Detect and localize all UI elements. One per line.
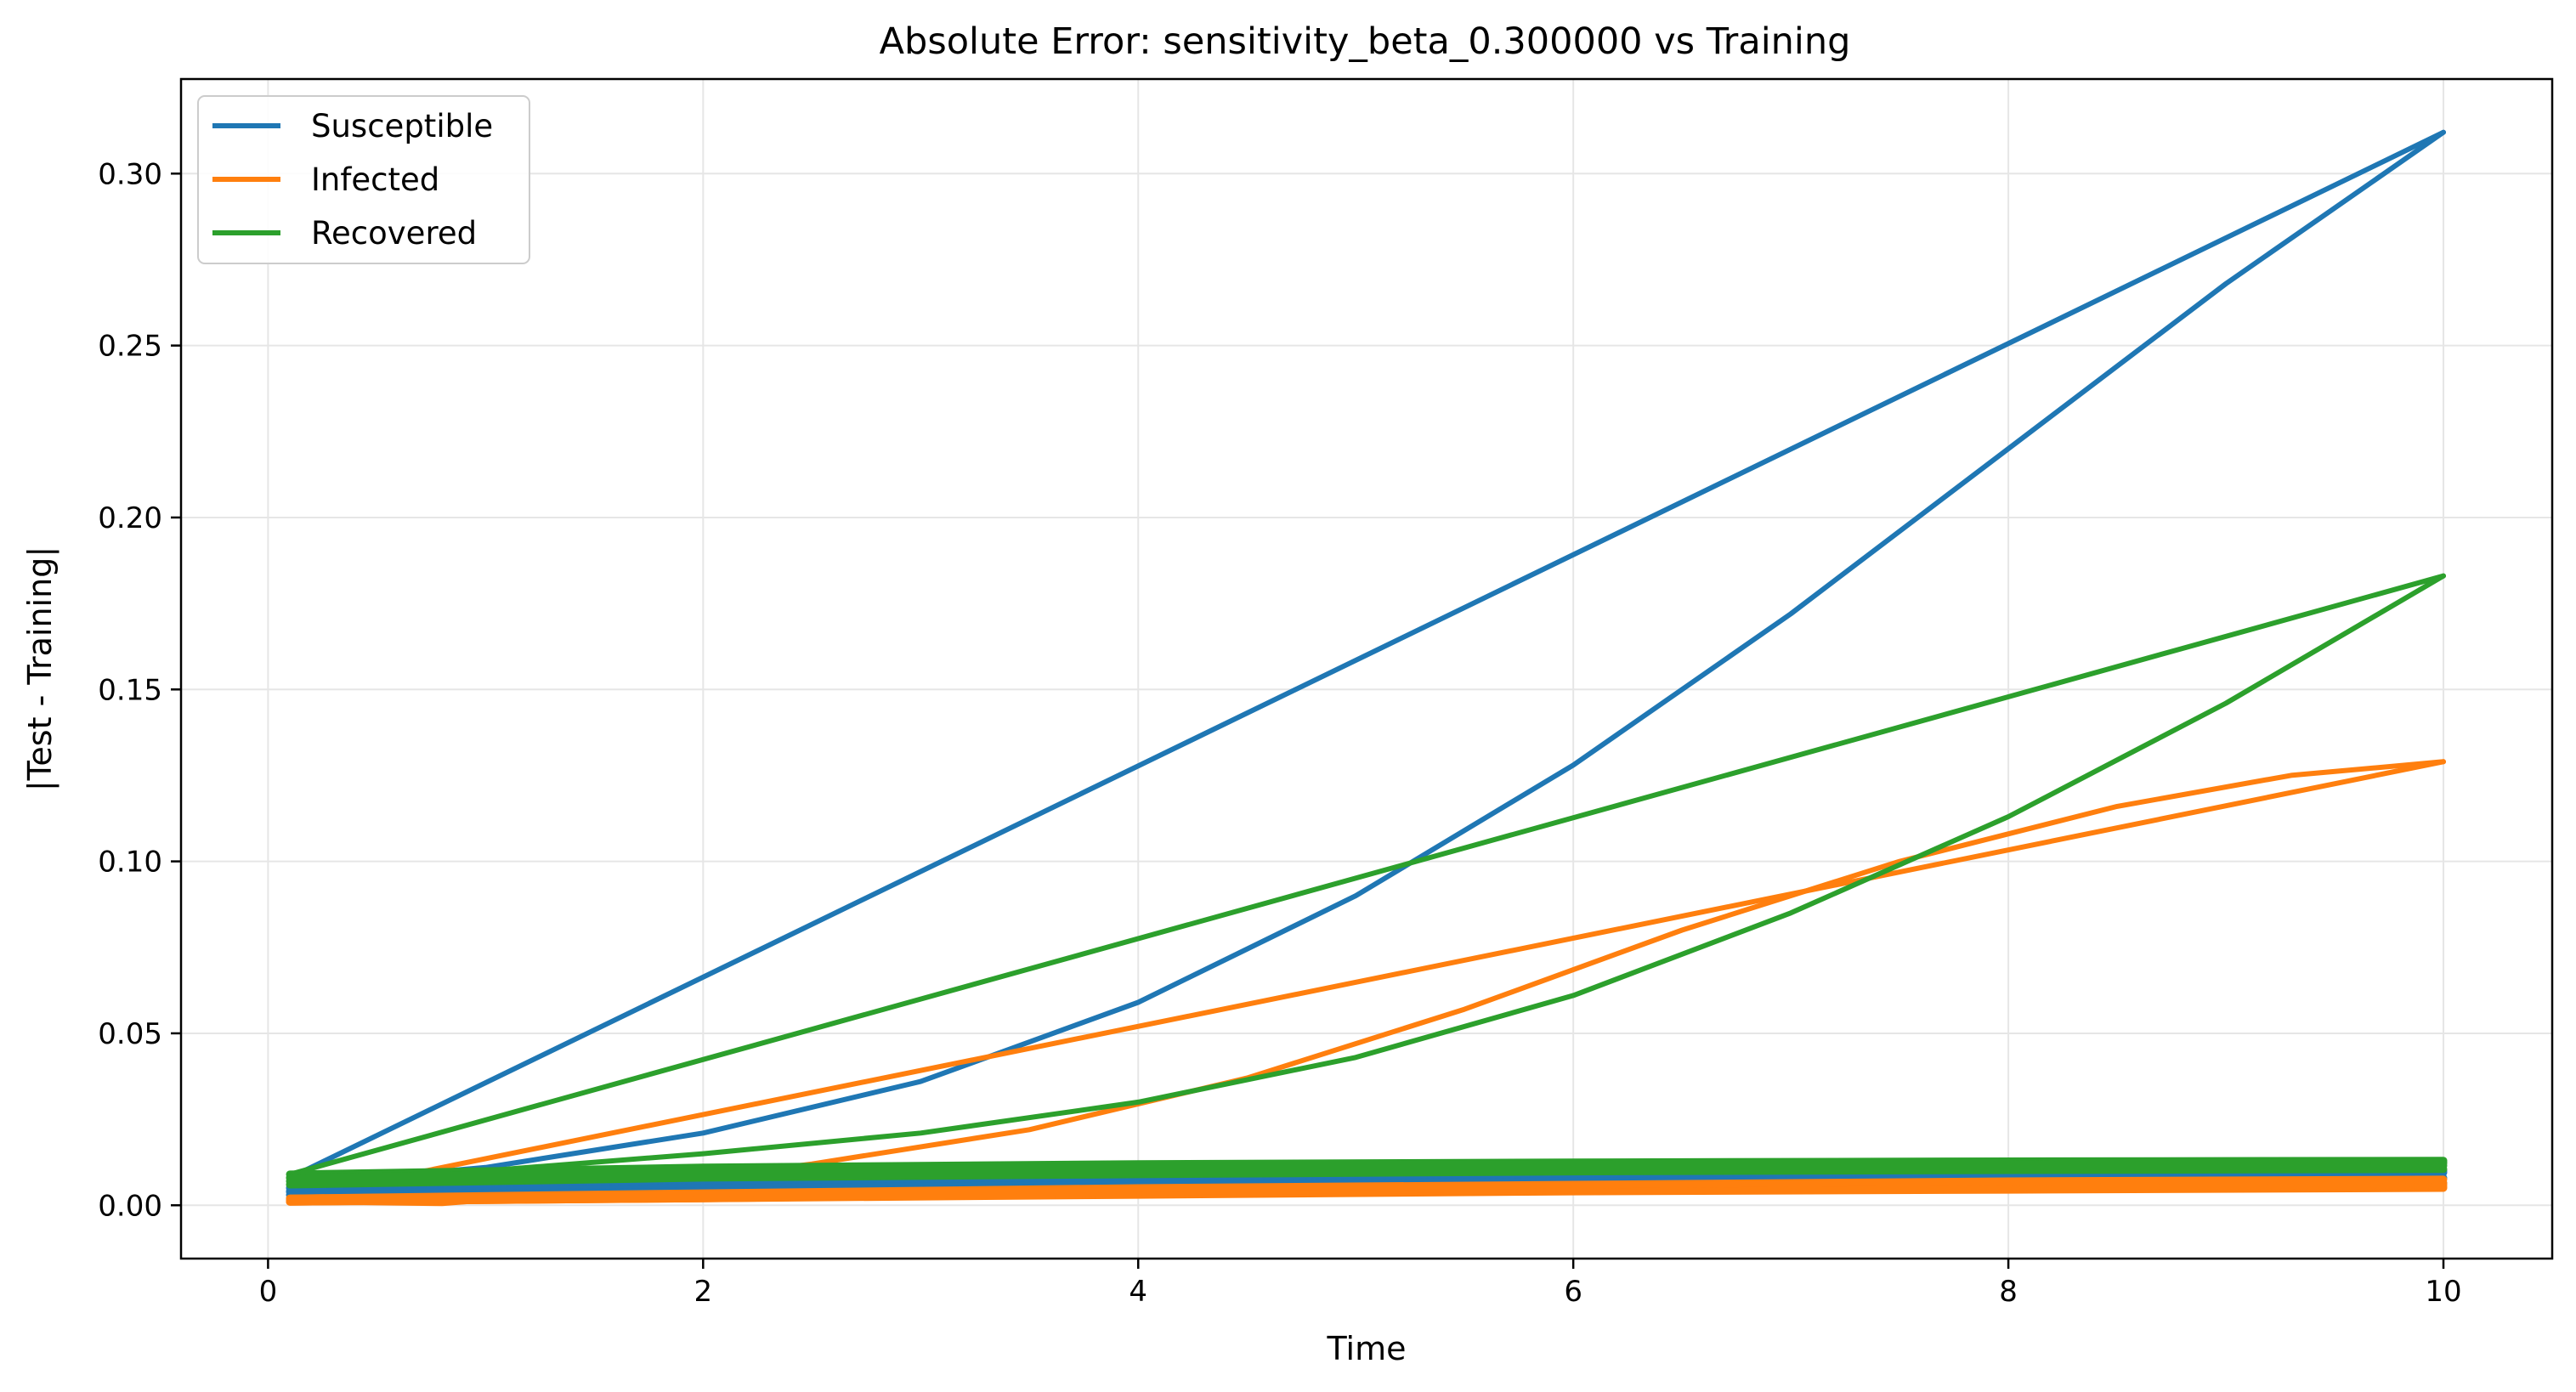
y-tick-label: 0.10 <box>98 846 162 880</box>
x-axis-label: Time <box>1327 1330 1407 1367</box>
series-line-susceptible <box>287 129 2446 1187</box>
y-tick-label: 0.30 <box>98 157 162 191</box>
series-line-recovered <box>286 1165 2448 1189</box>
x-tick-label: 4 <box>1129 1275 1147 1309</box>
x-axis: 0 2 4 6 8 10 <box>259 1259 2462 1309</box>
y-tick-label: 0.15 <box>98 673 162 707</box>
grid <box>181 79 2552 1259</box>
legend-box <box>197 95 530 264</box>
x-tick-label: 6 <box>1564 1275 1582 1309</box>
series-line-infected <box>287 759 2446 1202</box>
y-tick-label: 0.25 <box>98 330 162 364</box>
y-tick-label: 0.20 <box>98 501 162 535</box>
series-line-infected <box>286 1175 2448 1202</box>
plot-frame <box>179 77 2554 1260</box>
plot-lines <box>286 129 2448 1207</box>
chart-title: Absolute Error: sensitivity_beta_0.30000… <box>880 20 1851 63</box>
series-line-recovered <box>287 573 2446 1184</box>
series-line-susceptible <box>287 129 2446 1180</box>
y-axis-label: |Test - Training| <box>21 546 59 791</box>
y-tick-label: 0.05 <box>98 1017 162 1051</box>
legend: Susceptible Infected Recovered <box>197 95 530 264</box>
y-tick-label: 0.00 <box>98 1189 162 1223</box>
x-tick-label: 10 <box>2425 1275 2461 1309</box>
legend-label-infected: Infected <box>311 161 439 198</box>
legend-label-susceptible: Susceptible <box>311 108 493 144</box>
x-tick-label: 0 <box>259 1275 278 1309</box>
series-line-recovered <box>287 573 2446 1177</box>
x-tick-label: 8 <box>1999 1275 2018 1309</box>
legend-label-recovered: Recovered <box>311 215 477 252</box>
x-tick-label: 2 <box>694 1275 712 1309</box>
y-axis: 0.00 0.05 0.10 0.15 0.20 0.25 0.30 <box>98 157 181 1223</box>
series-line-recovered <box>286 1159 2448 1182</box>
